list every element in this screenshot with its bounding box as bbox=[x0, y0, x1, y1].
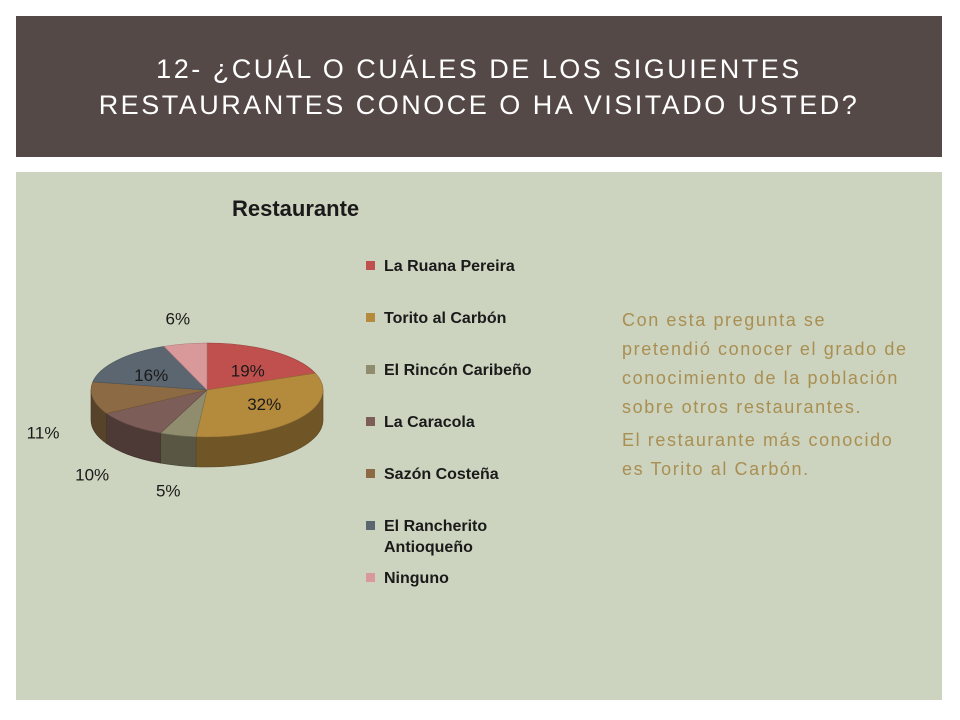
pie-label-3: 10% bbox=[75, 465, 109, 484]
chart-title: Restaurante bbox=[232, 196, 360, 221]
legend-swatch-4 bbox=[366, 469, 375, 478]
text-block: Con esta pregunta se pretendió conocer e… bbox=[622, 306, 922, 488]
legend-label-5: El Rancherito Antioqueño bbox=[384, 518, 488, 556]
legend-label-0: La Ruana Pereira bbox=[384, 258, 515, 275]
legend-item-1: Torito al Carbón bbox=[366, 308, 574, 329]
legend-label-3: La Caracola bbox=[384, 414, 475, 431]
title-bar: 12- ¿CUÁL O CUÁLES DE LOS SIGUIENTES RES… bbox=[16, 16, 942, 157]
legend-item-5: El Rancherito Antioqueño bbox=[366, 516, 574, 558]
pie-chart: Restaurante 19% 32% 5% 10% 11% 16% 6% La Ruana… bbox=[16, 172, 616, 700]
pie-slice-4 bbox=[90, 381, 208, 414]
pie-slice-5 bbox=[92, 346, 208, 391]
legend-item-3: La Caracola bbox=[366, 412, 574, 433]
legend-label-2: El Rincón Caribeño bbox=[384, 362, 532, 379]
legend-label-1: Torito al Carbón bbox=[384, 310, 507, 327]
legend-swatch-2 bbox=[366, 365, 375, 374]
legend-item-4: Sazón Costeña bbox=[366, 464, 574, 485]
legend-swatch-0 bbox=[366, 261, 375, 270]
legend-swatch-6 bbox=[366, 573, 375, 582]
pie-label-4: 11% bbox=[27, 424, 60, 443]
pie-label-6: 6% bbox=[166, 309, 191, 328]
legend-label-4: Sazón Costeña bbox=[384, 466, 499, 483]
legend-swatch-5 bbox=[366, 521, 375, 530]
legend-item-6: Ninguno bbox=[366, 568, 574, 589]
paragraph-1: Con esta pregunta se pretendió conocer e… bbox=[622, 310, 908, 417]
paragraph-2: El restaurante más conocido es Torito al… bbox=[622, 430, 894, 479]
legend-swatch-3 bbox=[366, 417, 375, 426]
pie-side-2 bbox=[160, 432, 197, 468]
pie-label-1: 32% bbox=[247, 395, 281, 414]
content-panel: Restaurante 19% 32% 5% 10% 11% 16% 6% La Ruana… bbox=[16, 172, 942, 700]
pie-label-2: 5% bbox=[156, 482, 181, 501]
pie-label-0: 19% bbox=[231, 362, 265, 381]
slide-title: 12- ¿CUÁL O CUÁLES DE LOS SIGUIENTES RES… bbox=[98, 53, 860, 120]
pie-slice-6 bbox=[163, 342, 208, 391]
pie-slice-0 bbox=[206, 342, 316, 391]
pie-label-5: 16% bbox=[134, 366, 168, 385]
pie-svg: 19% 32% 5% 10% 11% 16% 6% bbox=[27, 309, 324, 501]
pie-slice-3 bbox=[105, 389, 209, 434]
legend-label-6: Ninguno bbox=[384, 570, 449, 587]
pie-slice-1 bbox=[195, 372, 324, 438]
legend-item-0: La Ruana Pereira bbox=[366, 256, 574, 277]
legend-swatch-1 bbox=[366, 313, 375, 322]
legend-item-2: El Rincón Caribeño bbox=[366, 360, 574, 381]
